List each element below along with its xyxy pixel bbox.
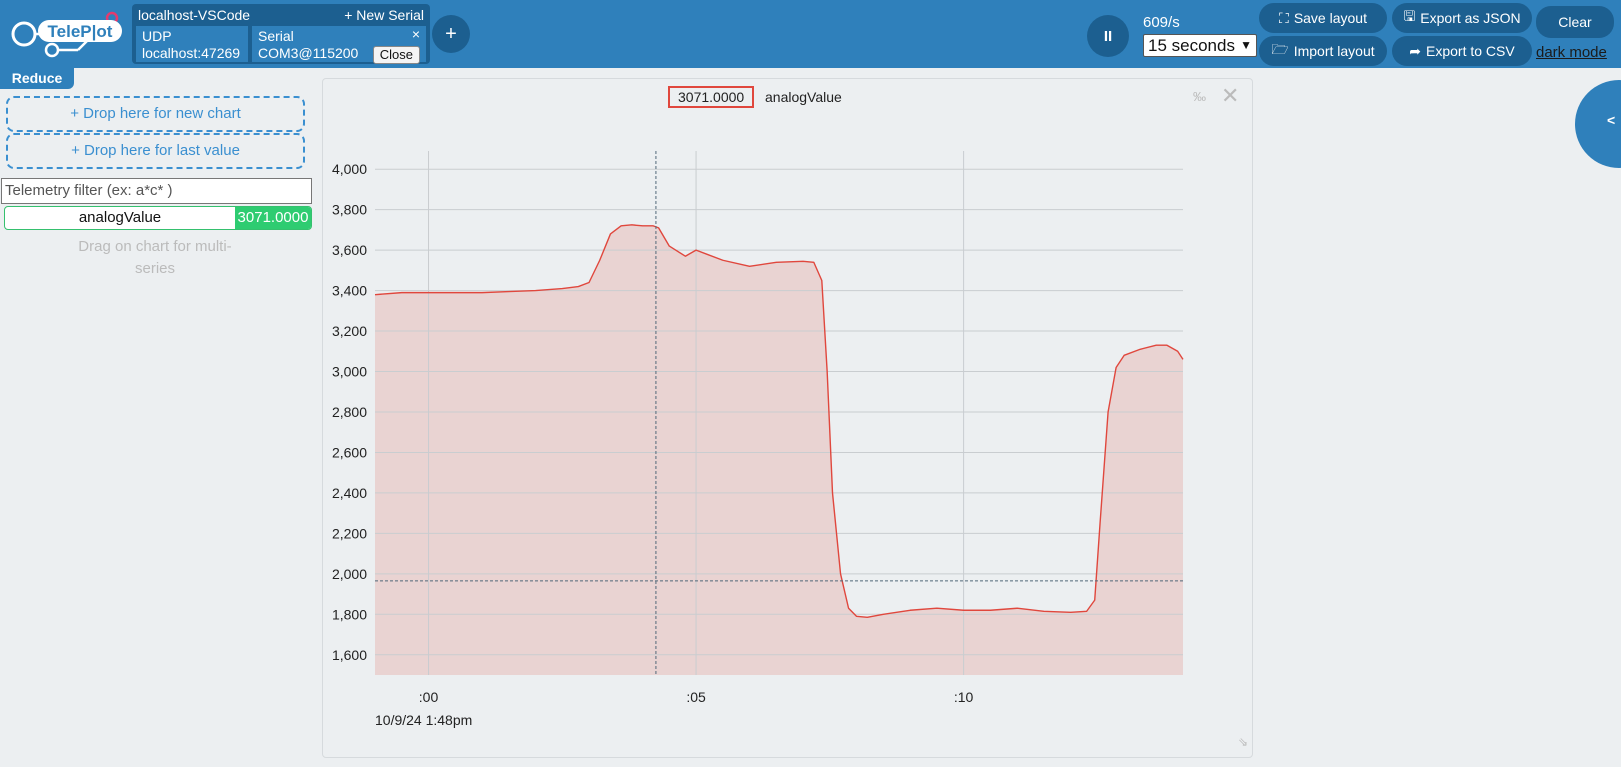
series-area-analogValue [375, 224, 1183, 675]
close-icon[interactable]: ✕ [1221, 83, 1240, 108]
y-tick-label: 1,600 [332, 647, 367, 663]
telemetry-value: 3071.0000 [235, 207, 311, 229]
udp-label: UDP [142, 28, 172, 44]
series-line-analogValue[interactable] [374, 224, 1184, 619]
drop-last-value-zone[interactable]: + Drop here for last value [6, 133, 305, 169]
add-connection-button[interactable]: + [432, 15, 470, 53]
clear-button[interactable]: Clear [1536, 6, 1614, 38]
export-csv-button[interactable]: ➦ Export to CSV [1392, 36, 1532, 66]
drag-hint: Drag on chart for multi-series [78, 238, 232, 277]
y-tick-label: 2,400 [332, 485, 367, 501]
telemetry-filter-input[interactable]: Telemetry filter (ex: a*c* ) [1, 178, 312, 204]
data-rate: 609/s [1143, 14, 1180, 31]
time-range-select[interactable]: 15 seconds ▼ [1143, 34, 1257, 57]
y-tick-label: 3,200 [332, 323, 367, 339]
y-tick-label: 2,200 [332, 525, 367, 541]
y-tick-label: 2,000 [332, 566, 367, 582]
chevron-down-icon: ▼ [1240, 38, 1252, 52]
floppy-icon: 🖫 [1403, 8, 1416, 24]
plus-icon: + [445, 22, 457, 45]
line-chart[interactable]: 1,600 1,800 2,000 2,200 2,400 2,600 2,800 3,000… [323, 79, 1254, 759]
serial-label: Serial [258, 28, 294, 44]
udp-connection: UDP localhost:47269 [136, 26, 248, 62]
y-tick-label: 3,000 [332, 364, 367, 380]
svg-text:TeleP|ot: TeleP|ot [48, 22, 113, 41]
legend-value[interactable]: 3071.0000 [668, 86, 755, 108]
y-tick-label: 3,400 [332, 283, 367, 299]
pause-icon: II [1103, 27, 1113, 45]
save-layout-button[interactable]: ⛶ Save layout [1259, 3, 1387, 33]
clear-label: Clear [1558, 14, 1592, 30]
time-range-value: 15 seconds [1148, 36, 1235, 55]
save-layout-label: Save layout [1293, 10, 1367, 26]
teleplot-logo: TeleP|ot [11, 11, 122, 58]
y-tick-label: 2,800 [332, 404, 367, 420]
reduce-button[interactable]: Reduce [0, 68, 74, 89]
percent-icon[interactable]: ‰ [1193, 89, 1206, 104]
telemetry-item[interactable]: analogValue 3071.0000 [4, 206, 312, 230]
remove-serial-icon[interactable]: × [411, 26, 420, 42]
legend-series-name: analogValue [765, 89, 842, 105]
y-tick-label: 4,000 [332, 161, 367, 177]
export-json-label: Export as JSON [1420, 10, 1521, 26]
telemetry-name: analogValue [78, 209, 162, 226]
share-arrow-icon: ➦ [1409, 42, 1422, 59]
import-layout-button[interactable]: 🗁 Import layout [1259, 36, 1387, 66]
y-tick-label: 3,800 [332, 202, 367, 218]
dark-mode-link[interactable]: dark mode [1536, 44, 1607, 61]
x-date-label: 10/9/24 1:48pm [375, 712, 472, 728]
new-serial-button[interactable]: + New Serial [344, 7, 424, 23]
connection-title: localhost-VSCode [138, 7, 251, 23]
export-csv-label: Export to CSV [1426, 43, 1515, 59]
x-tick-label: :05 [686, 689, 706, 705]
udp-address: localhost:47269 [142, 45, 241, 61]
fullscreen-icon: ⛶ [1279, 9, 1289, 26]
serial-connection: Serial COM3@115200 × Close [252, 26, 426, 64]
pause-button[interactable]: II [1087, 15, 1129, 57]
top-bar: TeleP|ot localhost-VSCode + New Serial U… [0, 0, 1621, 68]
folder-icon: 🗁 [1271, 41, 1289, 57]
serial-port: COM3@115200 [258, 45, 359, 61]
y-tick-label: 3,600 [332, 242, 367, 258]
y-tick-label: 2,600 [332, 444, 367, 460]
chart-card: 1,600 1,800 2,000 2,200 2,400 2,600 2,800 3,000… [322, 78, 1253, 758]
x-tick-label: :10 [954, 689, 974, 705]
x-tick-label: :00 [419, 689, 439, 705]
side-panel-toggle[interactable]: < [1575, 80, 1621, 168]
collapse-icon: < [1607, 112, 1616, 128]
close-serial-button[interactable]: Close [372, 46, 420, 64]
drop-new-chart-zone[interactable]: + Drop here for new chart [6, 96, 305, 132]
resize-icon[interactable]: ⇘ [1238, 735, 1249, 749]
import-layout-label: Import layout [1293, 43, 1375, 59]
connection-panel: localhost-VSCode + New Serial UDP localh… [132, 4, 430, 64]
y-tick-label: 1,800 [332, 606, 367, 622]
export-json-button[interactable]: 🖫 Export as JSON [1392, 3, 1532, 33]
